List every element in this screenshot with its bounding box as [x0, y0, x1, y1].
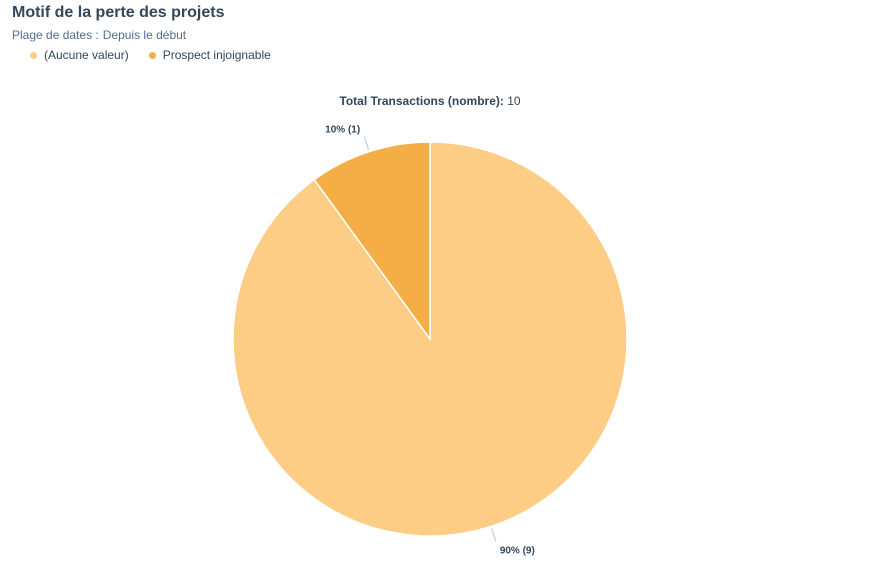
- legend-label-prospect-injoignable: Prospect injoignable: [162, 48, 271, 62]
- leader-line-aucune-valeur: [490, 528, 497, 542]
- date-range: Plage de dates : Depuis le début: [12, 28, 186, 42]
- date-range-label: Plage de dates :: [12, 28, 99, 42]
- total-value: 10: [507, 94, 521, 108]
- legend-item-aucune-valeur[interactable]: (Aucune valeur): [30, 48, 129, 62]
- legend-item-prospect-injoignable[interactable]: Prospect injoignable: [148, 48, 271, 62]
- slice-label-prospect-injoignable: 10% (1): [325, 124, 360, 135]
- legend-label-aucune-valeur: (Aucune valeur): [44, 48, 129, 62]
- slice-label-aucune-valeur: 90% (9): [500, 546, 535, 557]
- pie-slice-prospect-injoignable[interactable]: [313, 141, 431, 342]
- chart-title: Motif de la perte des projets: [12, 4, 225, 21]
- legend-dot-prospect-injoignable: [148, 51, 156, 59]
- legend-dot-aucune-valeur: [30, 51, 37, 59]
- chart-legend: (Aucune valeur) Prospect injoignable: [30, 48, 271, 62]
- leader-line-prospect-injoignable: [363, 136, 370, 150]
- date-range-value: Depuis le début: [102, 28, 187, 42]
- total-label: Total Transactions (nombre):: [339, 94, 504, 108]
- total-transactions: Total Transactions (nombre): 10: [0, 94, 860, 108]
